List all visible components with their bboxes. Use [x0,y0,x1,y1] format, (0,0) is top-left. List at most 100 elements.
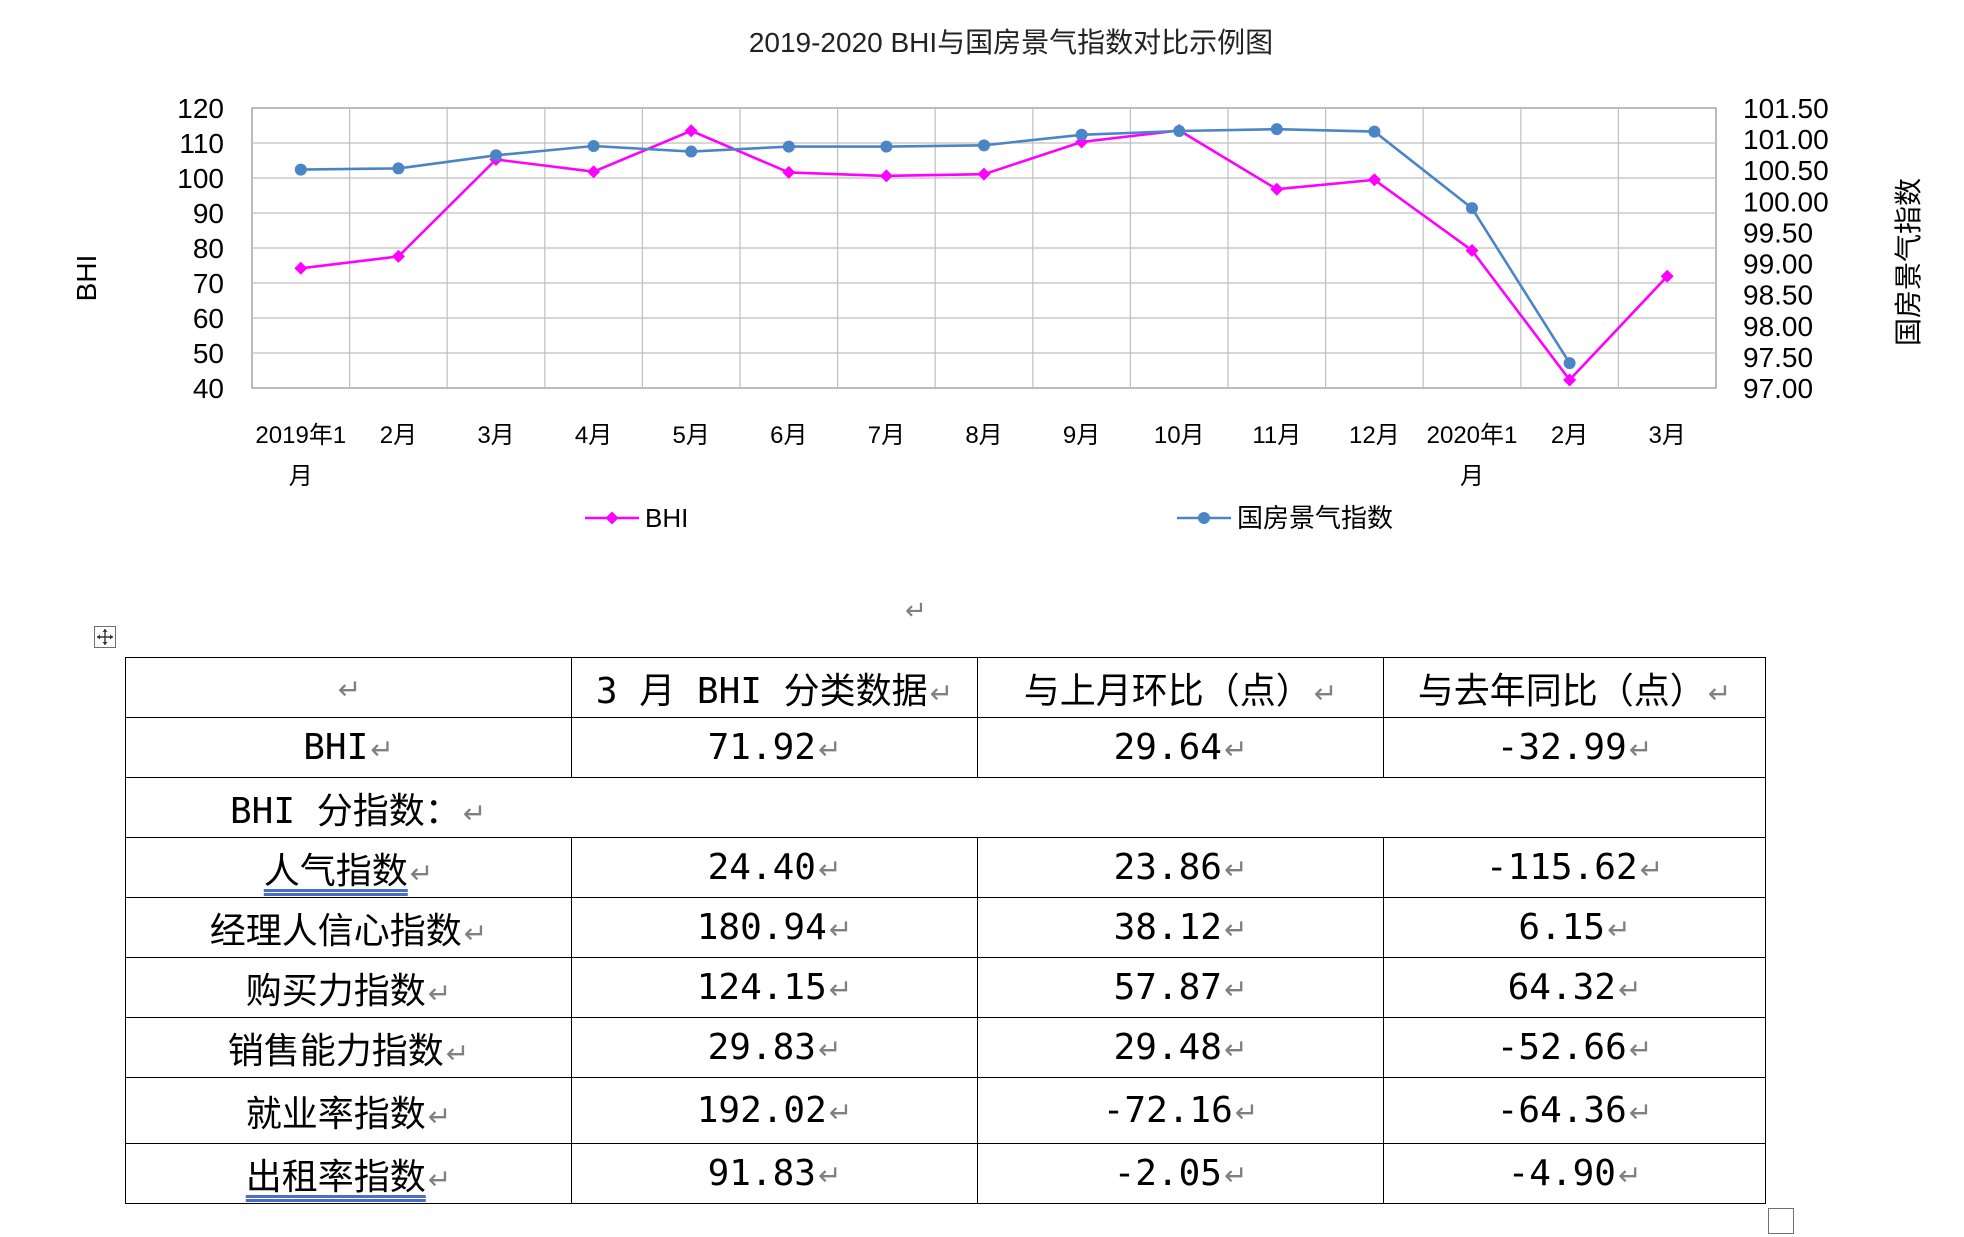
x-tick-label-line2: 月 [1460,463,1484,490]
x-tick-label: 11月 [1252,422,1301,449]
row-value: 29.83↵ [571,1017,978,1078]
data-point-guofang [490,149,502,162]
table-row: 就业率指数↵ 192.02↵ -72.16↵ -64.36↵ [125,1077,1766,1144]
data-point-guofang [1368,125,1381,138]
subheading-cell: BHI 分指数：↵ [125,777,1766,838]
legend-marker-guofang [1198,512,1210,524]
header-cell-mom: 与上月环比（点）↵ [977,657,1384,718]
row-yoy: 64.32↵ [1383,957,1766,1018]
x-tick-label: 2019年1 [255,422,346,449]
x-tick-label: 5月 [673,422,710,449]
y-axis-title: BHI [71,255,102,302]
y-right-tick-label: 97.00 [1743,373,1813,404]
data-point-bhi [1270,182,1284,196]
row-value: 180.94↵ [571,897,978,958]
y-tick-label: 40 [193,373,224,404]
line-chart: 2019-2020 BHI与国房景气指数对比示例图 120 110 100 90 80 70… [71,27,1924,533]
y-right-tick-label: 100.00 [1743,186,1829,217]
table-row-bhi: BHI↵ 71.92↵ 29.64↵ -32.99↵ [125,717,1766,778]
y-tick-label: 60 [193,303,224,334]
table-row: 购买力指数↵ 124.15↵ 57.87↵ 64.32↵ [125,957,1766,1018]
paragraph-mark: ↵ [337,673,362,706]
table-row: 销售能力指数↵ 29.83↵ 29.48↵ -52.66↵ [125,1017,1766,1078]
table-row: 出租率指数↵ 91.83↵ -2.05↵ -4.90↵ [125,1143,1766,1204]
table-header-row: ↵ 3 月 BHI 分类数据↵ 与上月环比（点）↵ 与去年同比（点）↵ [125,657,1766,718]
row-mom: 38.12↵ [977,897,1384,958]
y-tick-label: 80 [193,233,224,264]
paragraph-mark: ↵ [905,596,927,626]
data-point-bhi [1563,373,1577,387]
y-right-axis-title: 国房景气指数 [1893,178,1924,346]
row-value: 124.15↵ [571,957,978,1018]
x-tick-label: 2月 [1551,422,1588,449]
data-point-bhi [1367,173,1381,187]
data-point-bhi [294,261,308,275]
row-mom: 29.64↵ [977,717,1384,778]
table-move-handle-icon[interactable] [94,626,116,648]
y-right-tick-label: 97.50 [1743,342,1813,373]
x-tick-label-line2: 月 [289,463,313,490]
data-point-guofang [1563,357,1576,370]
header-cell-empty: ↵ [125,657,572,718]
row-yoy: -32.99↵ [1383,717,1766,778]
header-cell-yoy: 与去年同比（点）↵ [1383,657,1766,718]
y-tick-label: 120 [177,93,224,124]
data-point-guofang [1466,202,1478,215]
row-label: 出租率指数↵ [125,1143,572,1204]
y-tick-label: 70 [193,268,224,299]
table-row: 经理人信心指数↵ 180.94↵ 38.12↵ 6.15↵ [125,897,1766,958]
y-right-tick-label: 99.00 [1743,249,1813,280]
row-yoy: 6.15↵ [1383,897,1766,958]
x-tick-label: 8月 [965,422,1002,449]
row-value: 24.40↵ [571,837,978,898]
row-yoy: -4.90↵ [1383,1143,1766,1204]
bhi-data-table: ↵ 3 月 BHI 分类数据↵ 与上月环比（点）↵ 与去年同比（点）↵ BHI↵… [125,657,1766,1204]
data-point-bhi [1465,243,1479,257]
data-point-bhi [684,124,698,138]
x-tick-label: 3月 [477,422,514,449]
row-mom: -72.16↵ [977,1077,1384,1144]
data-point-guofang [294,163,307,176]
row-label: BHI↵ [125,717,572,778]
row-label: 经理人信心指数↵ [125,897,572,958]
x-tick-label: 2月 [380,422,417,449]
y-right-tick-label: 99.50 [1743,217,1813,248]
data-point-guofang [782,140,795,153]
data-point-bhi [587,165,601,179]
x-tick-label: 12月 [1349,422,1400,449]
row-mom: 29.48↵ [977,1017,1384,1078]
row-yoy: -115.62↵ [1383,837,1766,898]
row-label: 销售能力指数↵ [125,1017,572,1078]
data-point-guofang [587,139,600,152]
y-right-tick-label: 101.00 [1743,124,1829,155]
y-tick-label: 90 [193,198,224,229]
series-line-guofang [300,127,1571,364]
data-point-bhi [1660,269,1674,283]
y-right-tick-label: 98.50 [1743,280,1813,311]
data-point-guofang [1270,123,1283,136]
x-tick-label: 10月 [1154,422,1205,449]
data-point-bhi [879,169,893,183]
data-point-bhi [977,167,991,181]
y-right-tick-label: 100.50 [1743,155,1829,186]
row-yoy: -64.36↵ [1383,1077,1766,1144]
y-tick-label: 50 [193,338,224,369]
y-right-tick-label: 98.00 [1743,311,1813,342]
table-subheading-row: BHI 分指数：↵ [125,777,1766,838]
data-point-guofang [685,145,698,158]
data-point-guofang [392,162,405,175]
legend-label-bhi: BHI [645,503,688,533]
row-mom: -2.05↵ [977,1143,1384,1204]
chart-title: 2019-2020 BHI与国房景气指数对比示例图 [749,27,1273,58]
x-tick-label: 7月 [868,422,905,449]
x-tick-label: 9月 [1063,422,1100,449]
legend-marker-bhi [605,511,619,525]
table-resize-handle[interactable] [1768,1208,1794,1234]
y-right-tick-label: 101.50 [1743,93,1829,124]
data-point-bhi [391,249,405,263]
data-point-bhi [782,165,796,179]
row-value: 91.83↵ [571,1143,978,1204]
row-label: 人气指数↵ [125,837,572,898]
x-tick-label: 4月 [575,422,612,449]
x-tick-label: 6月 [770,422,807,449]
